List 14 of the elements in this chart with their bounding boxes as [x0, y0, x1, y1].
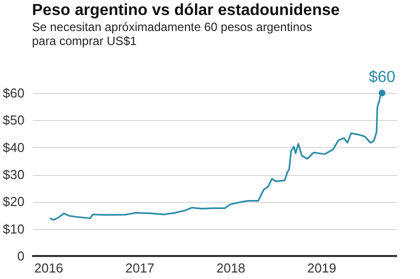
y-tick-label: $20 [2, 194, 24, 210]
y-tick-label: $40 [2, 140, 24, 155]
x-tick-label: 2019 [307, 260, 336, 276]
y-tick-label: $60 [2, 86, 24, 100]
y-tick-label: $50 [2, 112, 24, 128]
x-tick-label: 2016 [34, 260, 64, 276]
y-tick-label: $10 [2, 221, 24, 236]
y-tick-label: 0 [17, 248, 24, 264]
x-tick-label: 2018 [216, 260, 246, 276]
annotation: $60 [368, 69, 396, 86]
chart-subtitle: Se necesitan apróximadamente 60 pesos argentinos para comprar US$1 [32, 20, 312, 48]
y-tick-label: $30 [2, 167, 24, 182]
x-tick-label: 2017 [125, 260, 154, 276]
chart-title: Peso argentino vs dólar estadounidense [32, 2, 340, 19]
